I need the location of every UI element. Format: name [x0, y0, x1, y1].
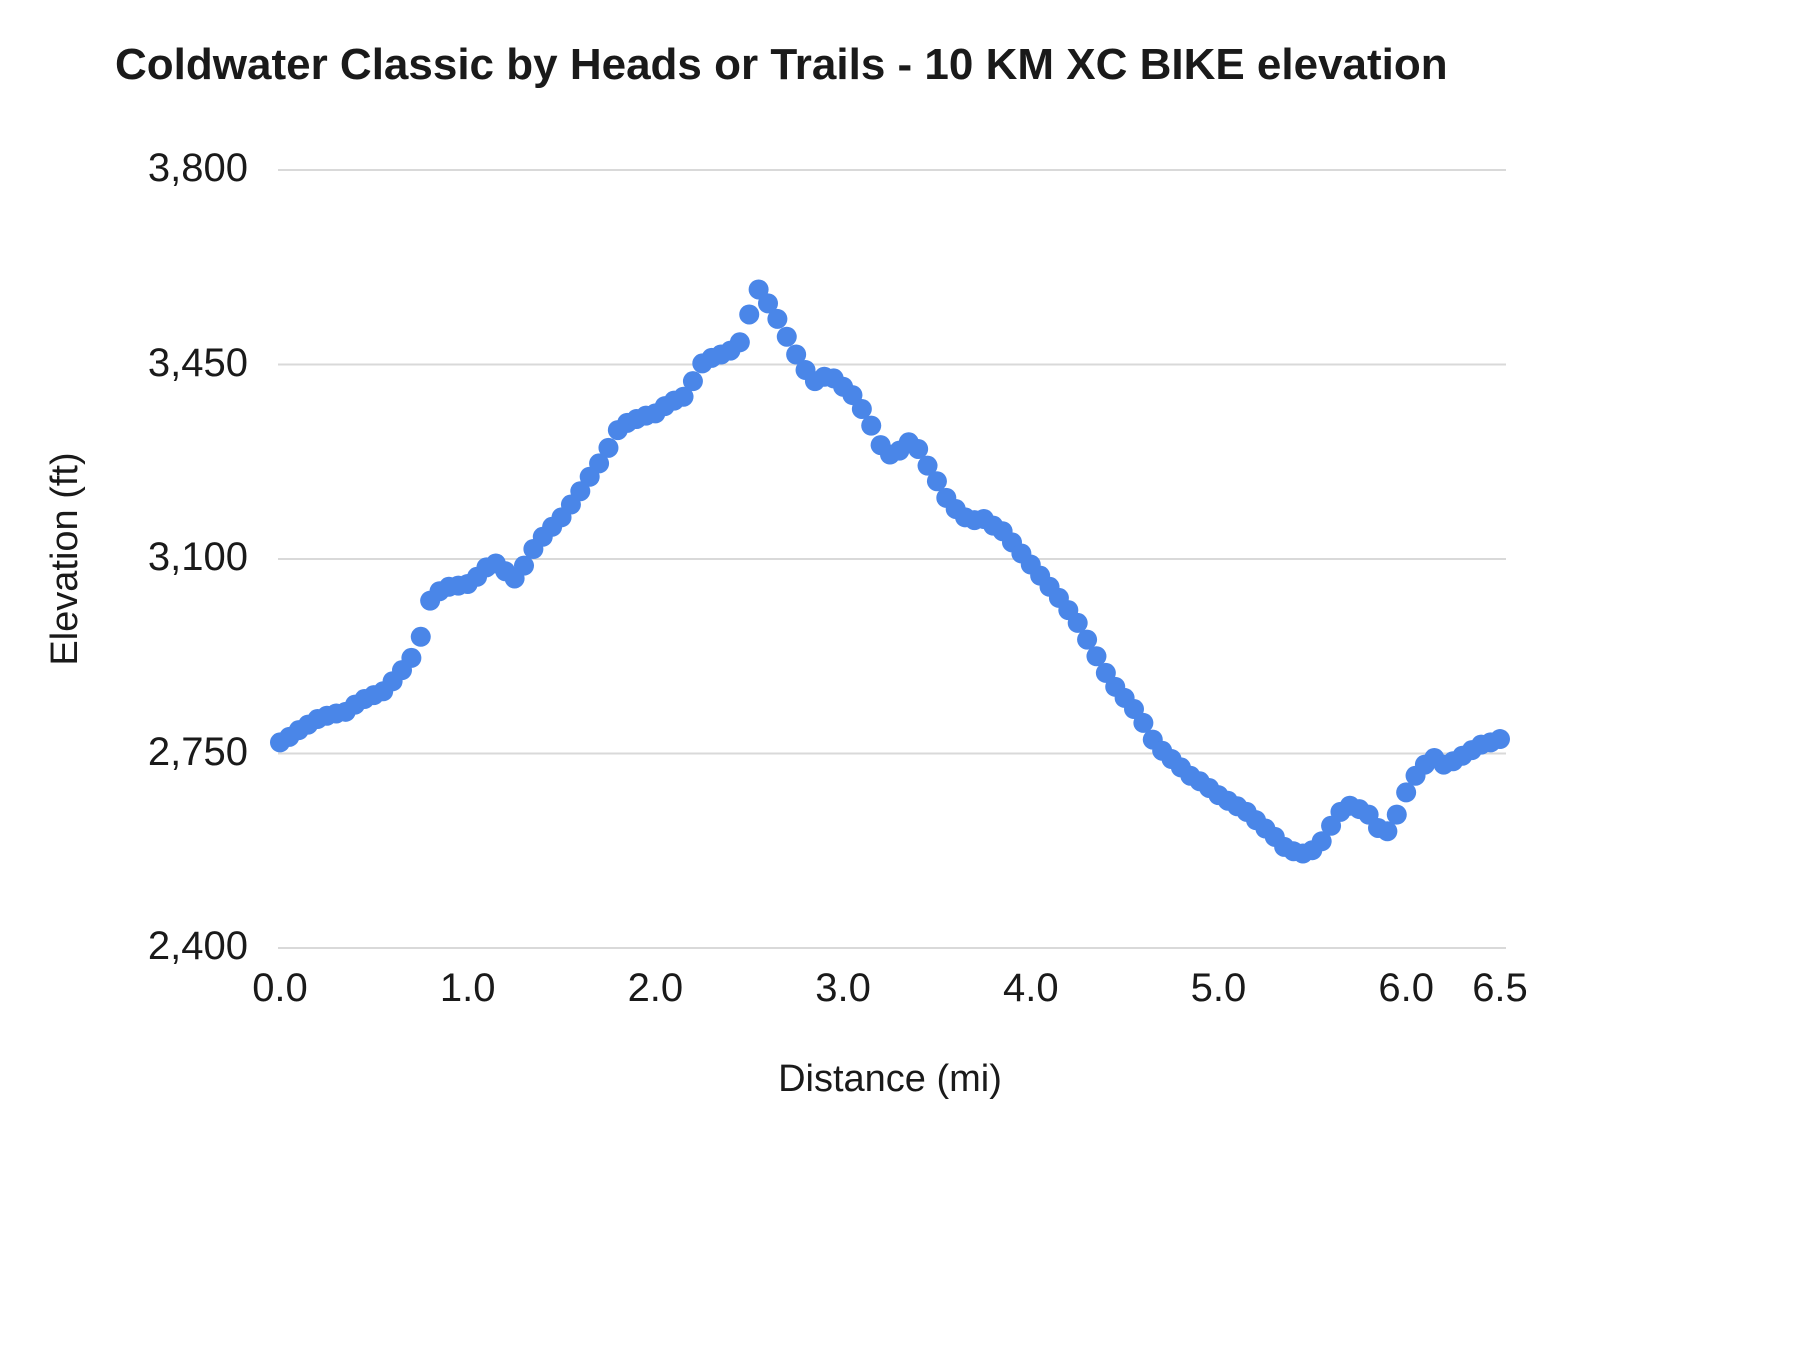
x-tick-label: 3.0 [815, 966, 871, 1010]
data-point [682, 371, 703, 392]
y-tick-label: 3,100 [147, 535, 248, 579]
data-point [767, 308, 788, 329]
x-tick-label: 0.0 [252, 966, 308, 1010]
data-point [673, 386, 694, 407]
data-point [1386, 804, 1407, 825]
data-point [1490, 729, 1510, 750]
data-point [908, 438, 929, 459]
x-axis-title: Distance (mi) [778, 1058, 1002, 1100]
data-point [917, 455, 938, 476]
data-point [410, 626, 431, 647]
data-point [776, 326, 797, 347]
data-point [401, 647, 422, 668]
data-point [598, 437, 619, 458]
data-point [514, 555, 534, 576]
data-point [729, 332, 750, 353]
data-point [739, 304, 760, 325]
x-tick-label: 1.0 [439, 966, 496, 1010]
data-point [589, 453, 610, 474]
y-tick-label: 2,750 [147, 729, 248, 774]
y-tick-label: 2,400 [147, 924, 248, 968]
x-tick-label: 2.0 [627, 966, 684, 1010]
data-point [926, 471, 947, 492]
data-point [1133, 712, 1154, 733]
data-point [1067, 612, 1088, 633]
data-point [786, 344, 807, 365]
data-point [861, 415, 882, 436]
data-point [570, 481, 591, 502]
data-point [1311, 831, 1332, 852]
data-point [758, 293, 778, 314]
x-tick-label: 4.0 [1002, 966, 1059, 1010]
x-tick-label: 6.5 [1472, 966, 1528, 1010]
data-point [1396, 782, 1417, 803]
data-point [1077, 629, 1098, 650]
y-tick-label: 3,800 [147, 146, 248, 190]
data-point [1086, 646, 1107, 667]
data-point [851, 398, 872, 419]
data-point [1377, 821, 1398, 842]
x-tick-label: 6.0 [1378, 966, 1434, 1010]
y-tick-label: 3,450 [147, 340, 248, 385]
chart-title: Coldwater Classic by Heads or Trails - 1… [115, 40, 1448, 89]
x-tick-label: 5.0 [1190, 966, 1247, 1010]
